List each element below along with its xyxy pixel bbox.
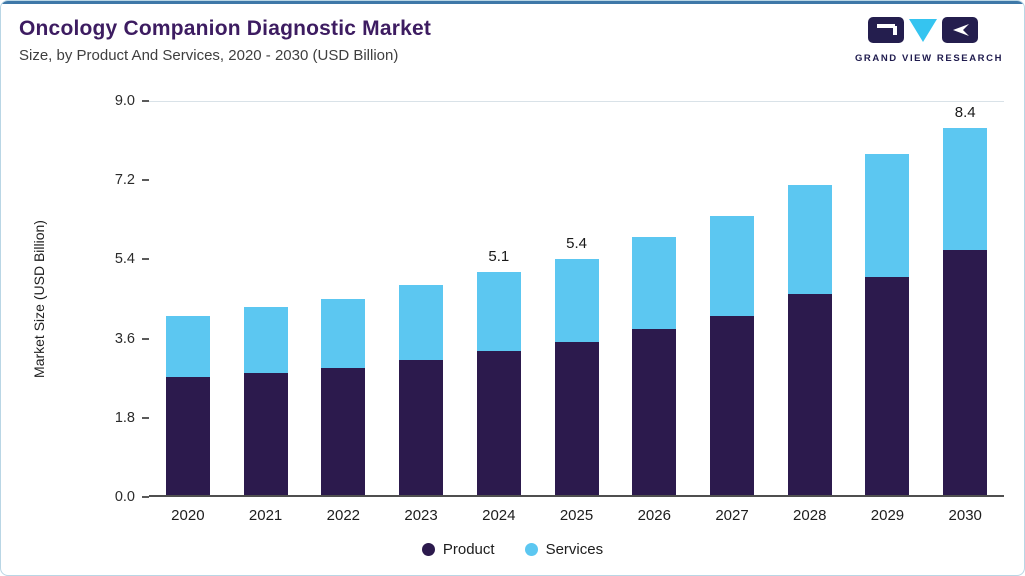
product-segment	[165, 377, 210, 495]
y-tick-mark	[142, 496, 149, 498]
legend-label-product: Product	[442, 541, 495, 558]
product-segment	[710, 315, 754, 495]
header: Oncology Companion Diagnostic Market Siz…	[19, 17, 1006, 64]
x-tick-2028: 2028	[793, 507, 827, 524]
y-tick-mark	[142, 100, 149, 102]
x-tick-2029: 2029	[870, 507, 905, 524]
product-segment	[787, 294, 832, 495]
y-tick-mark	[142, 258, 149, 261]
services-segment	[787, 184, 832, 295]
bar-2023	[382, 102, 460, 495]
bar-2021	[227, 102, 305, 495]
services-segment	[554, 259, 599, 343]
x-tick-2026: 2026	[637, 507, 671, 524]
legend-item-product: Product	[421, 541, 495, 558]
bar-2026	[615, 102, 693, 495]
y-tick-label: 9.0	[114, 93, 135, 109]
y-tick-label: 1.8	[114, 409, 135, 426]
services-segment	[165, 315, 210, 378]
services-segment	[865, 154, 910, 277]
logo-mark-icon	[868, 17, 978, 43]
y-tick-0: 0.0	[115, 489, 149, 505]
product-segment	[943, 250, 988, 495]
top-accent-line	[1, 1, 1024, 4]
services-segment	[321, 298, 366, 369]
x-tick-2020: 2020	[171, 507, 205, 524]
y-tick-label: 7.2	[114, 172, 135, 189]
product-segment	[476, 350, 521, 495]
logo-text: GRAND VIEW RESEARCH	[854, 53, 1004, 64]
services-segment	[399, 285, 444, 360]
bar-value-label-2025: 5.4	[566, 235, 587, 253]
bar-value-label-2024: 5.1	[488, 248, 510, 266]
services-segment	[476, 272, 521, 351]
legend-dot-product	[421, 543, 435, 556]
chart-subtitle: Size, by Product And Services, 2020 - 20…	[19, 47, 399, 64]
y-tick-1.8: 1.8	[115, 410, 149, 426]
y-tick-mark	[142, 416, 149, 419]
chart-area: Market Size (USD Billion) 0.0 1.8 3.6 5.4 7.…	[1, 93, 1024, 575]
y-tick-mark	[142, 179, 149, 182]
x-tick-2027: 2027	[715, 507, 749, 524]
product-segment	[632, 329, 677, 495]
x-tick-2022: 2022	[326, 507, 361, 524]
plot-area: 5.1 5.4 8.4	[149, 101, 1004, 497]
services-segment	[710, 215, 754, 316]
y-tick-label: 0.0	[114, 489, 135, 505]
bar-2030: 8.4	[926, 102, 1004, 495]
bar-2024: 5.1	[460, 102, 538, 495]
legend-dot-services	[524, 543, 538, 556]
product-segment	[243, 372, 288, 495]
legend: Product Services	[1, 541, 1024, 558]
y-tick-3.6: 3.6	[115, 331, 149, 347]
bar-2027	[693, 102, 771, 495]
bar-2029	[849, 102, 927, 495]
product-segment	[554, 342, 599, 495]
x-tick-2030: 2030	[948, 507, 982, 524]
product-segment	[399, 359, 444, 495]
bar-2022	[304, 102, 382, 495]
services-segment	[243, 307, 288, 373]
services-segment	[632, 237, 677, 330]
y-tick-label: 5.4	[114, 251, 135, 268]
bar-2025: 5.4	[538, 102, 616, 495]
bar-2028	[771, 102, 849, 495]
y-tick-label: 3.6	[114, 330, 135, 347]
x-tick-2024: 2024	[482, 507, 516, 524]
bar-2020	[149, 102, 227, 495]
y-tick-mark	[142, 337, 149, 340]
y-tick-5.4: 5.4	[115, 251, 149, 267]
x-tick-2025: 2025	[559, 507, 594, 524]
bar-value-label-2030: 8.4	[954, 104, 976, 122]
grand-view-research-logo: GRAND VIEW RESEARCH	[854, 17, 1004, 64]
y-tick-7.2: 7.2	[115, 172, 149, 188]
y-tick-9: 9.0	[115, 93, 149, 109]
x-tick-2023: 2023	[404, 507, 438, 524]
product-segment	[865, 276, 910, 495]
services-segment	[943, 128, 988, 251]
x-axis: 2020 2021 2022 2023 2024 2025 2026 2027 2028 2029…	[149, 507, 1004, 524]
legend-item-services: Services	[524, 541, 604, 558]
legend-label-services: Services	[545, 541, 604, 558]
product-segment	[321, 368, 366, 495]
y-axis: 0.0 1.8 3.6 5.4 7.2 9.0	[87, 93, 149, 505]
x-tick-2021: 2021	[248, 507, 283, 524]
y-axis-title: Market Size (USD Billion)	[31, 220, 47, 378]
chart-title: Oncology Companion Diagnostic Market	[19, 17, 432, 40]
